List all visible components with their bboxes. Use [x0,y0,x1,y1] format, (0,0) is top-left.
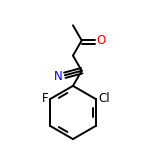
Text: O: O [97,34,106,47]
Text: F: F [41,92,48,105]
Text: N: N [54,69,62,83]
Text: Cl: Cl [98,92,110,105]
